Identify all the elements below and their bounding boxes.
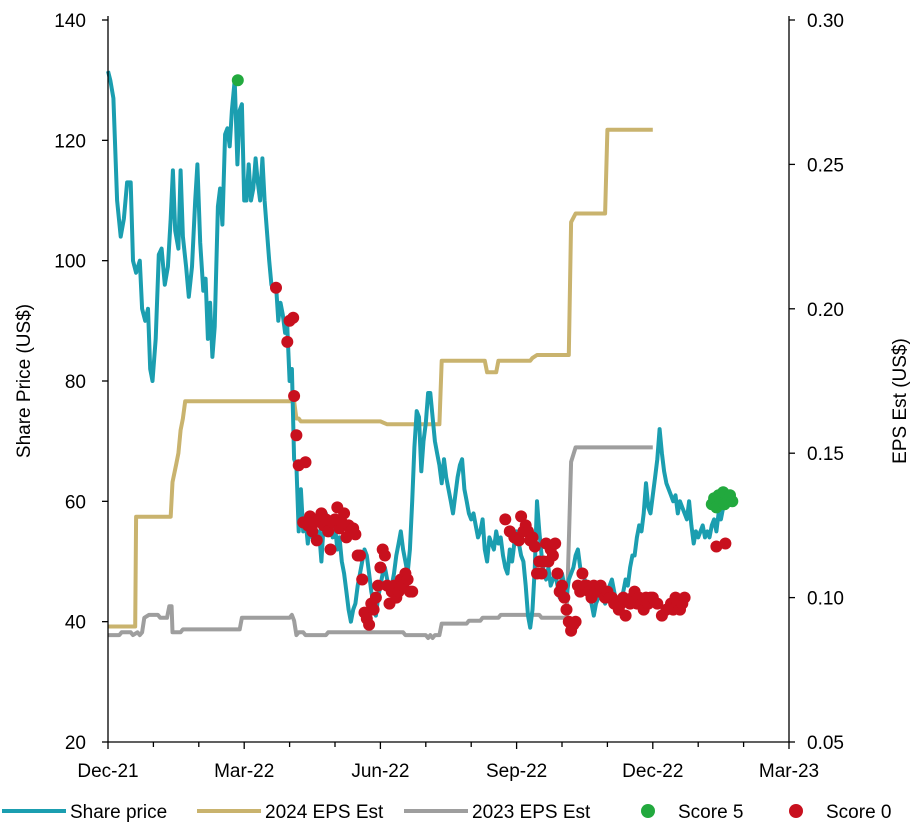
marker-score-0	[535, 567, 548, 580]
marker-score-5	[231, 74, 244, 87]
marker-score-0	[363, 618, 376, 631]
marker-score-0	[378, 549, 391, 562]
marker-score-0	[678, 591, 691, 604]
legend-share-price-label: Share price	[70, 802, 167, 823]
marker-score-0	[556, 579, 568, 592]
marker-score-0	[406, 585, 419, 598]
y-right-tick-label: 0.10	[807, 589, 844, 610]
series-line-share-price	[106, 70, 728, 630]
marker-score-0	[324, 543, 337, 556]
marker-score-0	[576, 567, 589, 580]
marker-score-0	[372, 579, 385, 592]
x-tick-label: Mar-23	[759, 761, 819, 782]
series-line-2024-eps-est	[108, 127, 653, 629]
marker-score-0	[270, 281, 282, 294]
marker-score-0	[322, 525, 335, 538]
y-left-tick-label: 120	[54, 131, 86, 152]
marker-score-0	[288, 390, 301, 402]
marker-score-0	[651, 597, 664, 610]
y-left-tick-label: 60	[65, 492, 86, 513]
marker-score-0	[290, 429, 303, 442]
marker-score-0	[354, 549, 366, 562]
marker-score-0	[549, 537, 562, 550]
marker-score-0	[281, 335, 294, 348]
marker-layer	[231, 74, 739, 637]
y-left-tick-label: 40	[65, 613, 86, 634]
marker-score-0	[528, 540, 541, 553]
marker-score-0	[310, 534, 323, 547]
marker-score-0	[558, 591, 571, 604]
y-right-axis-title: EPS Est (US$)	[890, 338, 911, 464]
y-right-tick-label: 0.05	[807, 733, 844, 754]
marker-score-5	[726, 495, 739, 508]
legend-score-5-swatch	[641, 804, 655, 818]
marker-score-0	[374, 561, 387, 574]
y-left-tick-label: 80	[65, 372, 86, 393]
y-right-tick-label: 0.25	[807, 155, 844, 176]
y-left-tick-label: 20	[65, 733, 86, 754]
marker-score-0	[560, 603, 573, 616]
y-left-tick-label: 100	[54, 252, 86, 273]
legend-score-0-swatch	[789, 804, 803, 818]
marker-score-0	[299, 456, 312, 469]
y-left-axis-title: Share Price (US$)	[14, 304, 35, 458]
marker-score-0	[719, 537, 732, 550]
marker-score-0	[526, 531, 539, 544]
series-layer	[106, 70, 728, 640]
y-right-tick-label: 0.30	[807, 11, 844, 32]
x-tick-label: Sep-22	[486, 761, 547, 782]
marker-score-0	[338, 507, 351, 520]
y-left-tick-label: 140	[54, 11, 86, 32]
marker-score-0	[569, 615, 582, 628]
marker-score-0	[512, 534, 525, 547]
marker-score-0	[619, 609, 632, 622]
legend-2024-eps-est-label: 2024 EPS Est	[265, 802, 384, 823]
marker-score-0	[551, 567, 564, 580]
legend-2023-eps-est-label: 2023 EPS Est	[472, 802, 591, 823]
marker-score-0	[401, 573, 414, 586]
marker-score-0	[367, 603, 380, 616]
axes: 20 40 60 80 100 120 140 0.05 0.10 0.15 0.20 0.25 0.3…	[14, 11, 911, 782]
marker-score-0	[287, 311, 300, 324]
marker-score-0	[356, 573, 369, 586]
marker-score-0	[369, 591, 382, 604]
marker-score-0	[306, 525, 319, 538]
marker-score-0	[546, 549, 559, 562]
marker-score-0	[499, 513, 512, 526]
x-tick-label: Mar-22	[214, 761, 274, 782]
y-right-tick-label: 0.20	[807, 300, 844, 321]
legend: Share price 2024 EPS Est 2023 EPS Est Score…	[2, 802, 891, 823]
legend-score-5-label: Score 5	[678, 802, 743, 823]
legend-score-0-label: Score 0	[826, 802, 891, 823]
marker-score-0	[349, 528, 362, 541]
y-right-tick-label: 0.15	[807, 444, 844, 465]
x-tick-label: Dec-21	[77, 761, 138, 782]
marker-score-0	[515, 510, 528, 523]
x-tick-label: Jun-22	[351, 761, 409, 782]
x-tick-label: Dec-22	[622, 761, 683, 782]
